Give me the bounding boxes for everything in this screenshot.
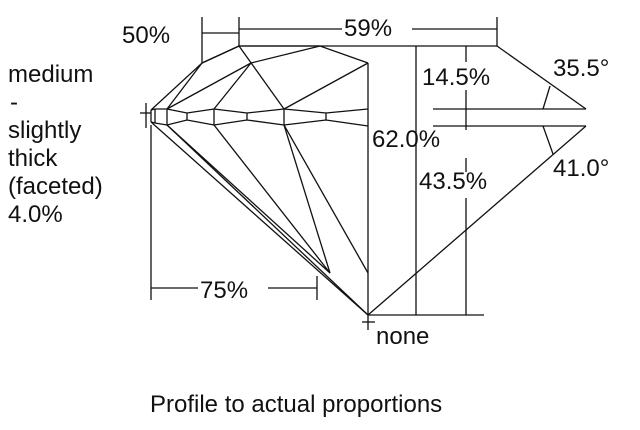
lower-half-label: 75% bbox=[200, 277, 249, 304]
girdle-label-line1: medium bbox=[8, 61, 94, 88]
girdle-label-line2: - bbox=[10, 89, 18, 116]
diamond-outline bbox=[150, 45, 587, 316]
culet-label: none bbox=[376, 323, 430, 350]
girdle-label-line6: 4.0% bbox=[8, 201, 63, 228]
girdle-label-line5: (faceted) bbox=[8, 173, 103, 200]
girdle-label-line4: thick bbox=[8, 145, 58, 172]
crown-height-ratio-label: 50% bbox=[122, 22, 171, 49]
pavilion-angle-label: 41.0° bbox=[553, 155, 610, 182]
caption: Profile to actual proportions bbox=[150, 391, 443, 418]
table-label: 59% bbox=[344, 15, 393, 42]
girdle-label-line3: slightly bbox=[8, 117, 82, 144]
crown-height-label: 14.5% bbox=[422, 64, 491, 91]
dimension-lines bbox=[140, 17, 554, 330]
pavilion-depth-label: 43.5% bbox=[419, 168, 488, 195]
crown-angle-label: 35.5° bbox=[553, 55, 610, 82]
total-depth-label: 62.0% bbox=[372, 126, 441, 153]
